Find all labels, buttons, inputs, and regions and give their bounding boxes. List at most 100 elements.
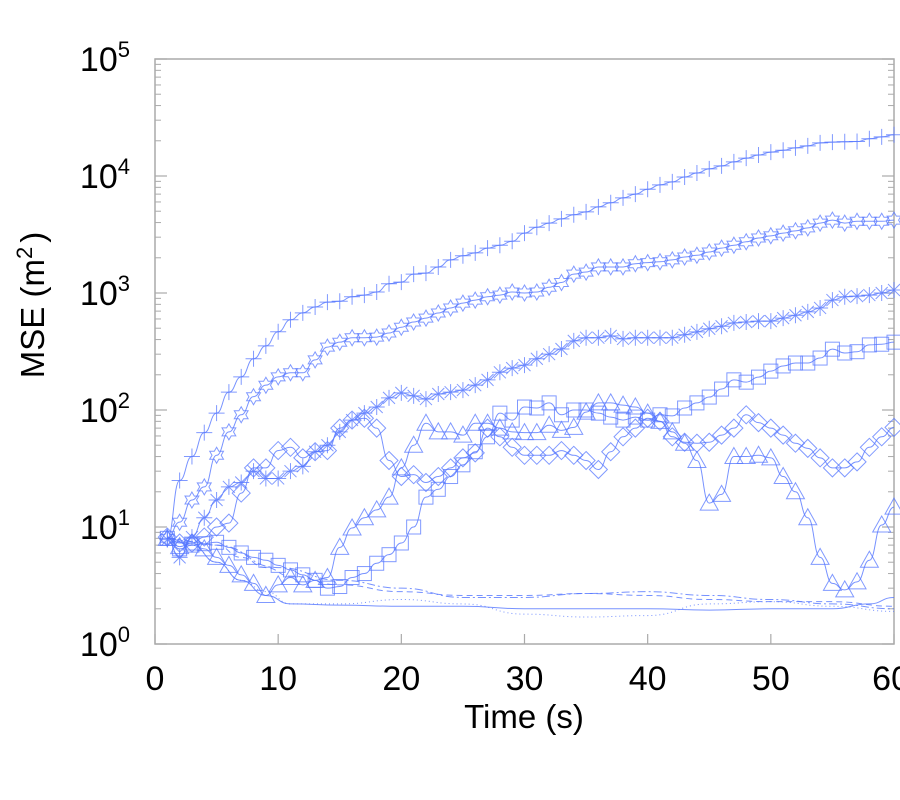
square-marker — [812, 350, 828, 366]
y-axis-label: MSE (m2) — [12, 232, 51, 378]
triangle-marker — [563, 417, 584, 435]
triangle-marker — [884, 497, 900, 515]
diamond-marker — [502, 437, 522, 458]
star-marker — [233, 405, 249, 424]
plus-marker — [590, 198, 607, 215]
triangle-marker — [773, 466, 794, 485]
plus-marker — [307, 298, 324, 315]
asterisk-marker — [836, 288, 853, 305]
y-tick-label: 101 — [80, 505, 130, 547]
diamond-marker — [699, 432, 719, 452]
asterisk-marker — [467, 377, 484, 394]
asterisk-marker — [873, 285, 890, 301]
square-marker — [787, 355, 803, 371]
star-marker — [873, 212, 890, 231]
asterisk-marker — [159, 531, 176, 548]
plus-marker — [701, 160, 718, 177]
asterisk-marker — [171, 549, 188, 566]
plus-marker — [196, 424, 213, 441]
triangle-marker — [748, 445, 769, 463]
diamond-marker — [564, 445, 584, 466]
diamond-marker — [391, 466, 412, 487]
plus-marker — [245, 350, 262, 367]
y-tick-exponent: 3 — [118, 271, 130, 296]
series-line-dotted — [167, 537, 895, 618]
y-tick-base: 10 — [80, 158, 118, 196]
plus-marker — [491, 237, 508, 254]
square-marker — [701, 389, 717, 405]
triangle-marker — [379, 487, 399, 505]
diamond-marker — [748, 412, 769, 433]
asterisk-marker — [615, 330, 632, 347]
square-marker — [763, 363, 779, 379]
asterisk-marker — [442, 384, 459, 401]
square-marker — [393, 535, 409, 551]
triangle-marker — [514, 422, 535, 441]
star-marker — [196, 477, 213, 496]
star-marker — [270, 367, 286, 386]
asterisk-marker — [590, 329, 607, 346]
triangle-marker — [760, 447, 781, 466]
triangle-marker — [588, 392, 609, 411]
square-marker — [369, 555, 385, 571]
plus-marker — [762, 144, 779, 161]
asterisk-marker — [541, 346, 558, 363]
asterisk-marker — [220, 478, 237, 495]
asterisk-marker — [602, 327, 619, 344]
triangle-marker — [650, 411, 670, 429]
x-tick-label: 60 — [872, 660, 900, 698]
square-marker — [861, 337, 877, 353]
asterisk-marker — [676, 326, 693, 343]
triangle-marker — [600, 392, 621, 411]
diamond-marker — [551, 440, 572, 461]
star-marker — [307, 350, 323, 369]
plus-marker — [713, 157, 730, 174]
triangle-marker — [711, 484, 732, 502]
asterisk-marker — [393, 384, 410, 401]
plus-marker — [516, 225, 533, 242]
triangle-marker — [329, 537, 350, 555]
square-marker — [529, 400, 545, 416]
asterisk-marker — [405, 387, 422, 404]
triangle-marker — [477, 413, 498, 431]
triangle-marker — [736, 446, 757, 465]
diamond-marker — [330, 418, 350, 438]
triangle-marker — [613, 395, 633, 413]
plus-marker — [442, 251, 459, 268]
triangle-marker — [502, 421, 523, 440]
plus-marker — [676, 169, 693, 186]
plus-marker — [233, 368, 250, 385]
triangle-marker — [268, 574, 289, 593]
series-dotted — [167, 537, 895, 618]
star-marker — [245, 387, 262, 406]
asterisk-marker — [849, 288, 866, 305]
square-marker — [467, 444, 483, 460]
triangle-marker — [871, 514, 892, 533]
star-marker — [701, 242, 718, 262]
plus-marker — [664, 173, 681, 190]
diamond-marker — [428, 466, 448, 487]
plus-marker — [257, 337, 274, 354]
square-marker — [443, 469, 459, 485]
y-tick-exponent: 2 — [118, 388, 130, 413]
star-marker — [639, 253, 656, 272]
y-tick-label: 105 — [80, 37, 130, 79]
diamond-marker — [539, 445, 559, 466]
asterisk-marker — [491, 364, 508, 381]
y-tick-base: 10 — [80, 626, 118, 664]
tick-labels: 0102030405060100101102103104105 — [80, 37, 900, 698]
square-marker — [270, 557, 286, 573]
asterisk-marker — [861, 287, 878, 304]
series-line-triangle — [167, 402, 895, 596]
x-tick-label: 30 — [506, 660, 544, 698]
triangle-marker — [243, 573, 264, 591]
y-tick-base: 10 — [80, 509, 118, 547]
triangle-marker — [526, 422, 547, 441]
plus-marker — [504, 233, 521, 250]
triangle-marker — [366, 499, 387, 518]
diamond-marker — [601, 442, 621, 462]
y-tick-base: 10 — [80, 392, 118, 430]
square-marker — [615, 412, 631, 428]
plus-marker — [393, 274, 410, 291]
plus-marker — [565, 206, 582, 223]
